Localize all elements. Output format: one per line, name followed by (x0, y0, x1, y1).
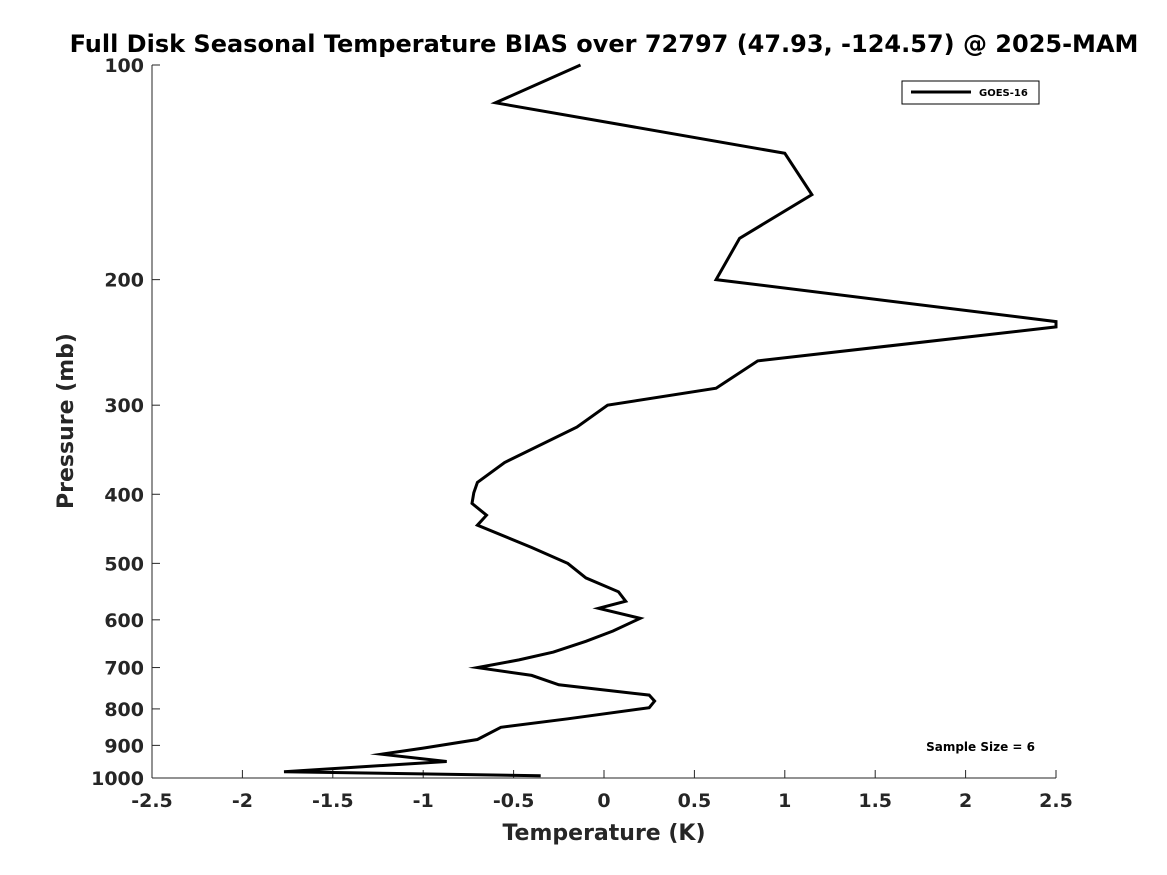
axes (151, 65, 1056, 779)
series-layer (283, 63, 1058, 778)
y-tick-label: 800 (104, 699, 144, 721)
sample-size-annotation: Sample Size = 6 (926, 740, 1035, 754)
y-tick-label: 700 (104, 658, 144, 680)
x-tick-label: -1 (413, 790, 434, 812)
x-tick-label: -2 (232, 790, 253, 812)
x-tick-label: 0.5 (678, 790, 712, 812)
y-tick-label: 1000 (91, 768, 144, 790)
x-axis-label: Temperature (K) (502, 821, 705, 846)
x-tick-label: -0.5 (493, 790, 535, 812)
chart-title: Full Disk Seasonal Temperature BIAS over… (70, 30, 1139, 58)
x-tick-label: 0 (597, 790, 610, 812)
x-tick-label: 1 (778, 790, 791, 812)
y-tick-label: 900 (104, 735, 144, 757)
legend: GOES-16 (901, 80, 1040, 105)
y-tick-label: 300 (104, 395, 144, 417)
y-tick-label: 100 (104, 55, 144, 77)
x-tick-label: 2.5 (1039, 790, 1073, 812)
y-tick-label: 500 (104, 553, 144, 575)
x-tick-label: -2.5 (131, 790, 173, 812)
y-tick-label: 200 (104, 270, 144, 292)
x-tick-label: 1.5 (858, 790, 892, 812)
x-tick-label: -1.5 (312, 790, 354, 812)
y-tick-label: 600 (104, 610, 144, 632)
x-tick-label: 2 (959, 790, 972, 812)
legend-label-goes-16: GOES-16 (979, 88, 1028, 99)
y-tick-label: 400 (104, 484, 144, 506)
ticks: -2.5 -2 -1.5 -1 -0.5 0 0.5 1 1.5 2 2.5 100 200 300 400… (91, 55, 1073, 812)
series-line-goes-16 (283, 63, 1058, 778)
y-axis-label: Pressure (mb) (54, 333, 79, 509)
